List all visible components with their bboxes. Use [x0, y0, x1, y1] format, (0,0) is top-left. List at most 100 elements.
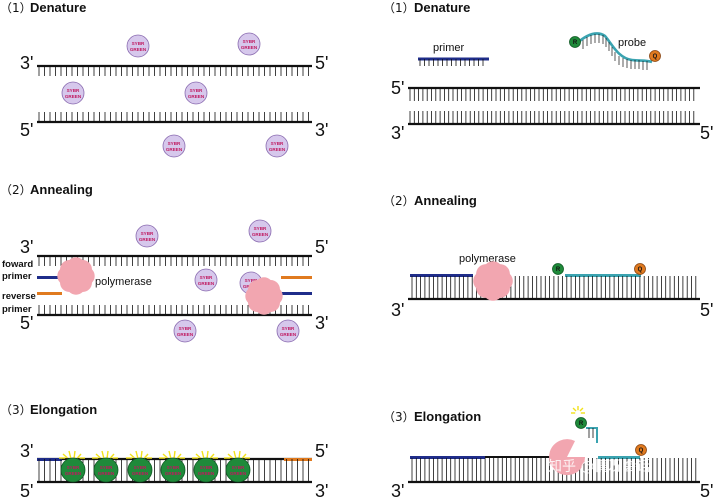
- left-annealing-number: （2）: [0, 183, 32, 197]
- right-a-5prime: 5': [700, 300, 713, 320]
- reporter-dye: R: [569, 36, 581, 48]
- right-a-3prime: 3': [391, 300, 404, 320]
- sybr-dye-circle: [61, 81, 85, 105]
- sybr-dye-label: SYBR: [67, 88, 80, 93]
- right-e-3prime: 3': [391, 481, 404, 501]
- right-primer-label: primer: [433, 42, 465, 54]
- right-annealing-number: （2）: [383, 194, 415, 208]
- sybr-dye-label: GREEN: [139, 237, 156, 242]
- dye-dot: [634, 263, 646, 275]
- left-a-top-5prime: 5': [315, 237, 328, 257]
- polymerase-core: [252, 284, 276, 308]
- released-reporter: R: [571, 406, 598, 443]
- sybr-dye-label: SYBR: [179, 326, 192, 331]
- dye-dot: [569, 36, 581, 48]
- left-d-bottom-3prime: 3': [315, 120, 328, 140]
- sybr-dye-circle: [162, 134, 186, 158]
- sybr-bound-label: GREEN: [165, 471, 182, 476]
- right-annealing-section: （2） Annealing polymerase R Q 3' 5': [383, 193, 713, 320]
- fluorescence-ray: [109, 453, 115, 459]
- sybr-dye-circle: [173, 319, 197, 343]
- sybr-dye-label: GREEN: [177, 332, 194, 337]
- right-annealing-title: Annealing: [414, 193, 477, 208]
- fluorescence-ray: [195, 453, 201, 459]
- sybr-dye-label: GREEN: [252, 232, 269, 237]
- sybr-dye-label: SYBR: [200, 275, 213, 280]
- sybr-dye-label: SYBR: [190, 88, 203, 93]
- right-d-top-strand: [408, 86, 700, 101]
- left-elongation-title: Elongation: [30, 402, 97, 417]
- right-denature-number: （1）: [383, 1, 415, 15]
- reverse-primer-annealed: [281, 276, 312, 279]
- sybr-dye-circle: [194, 268, 218, 292]
- dye-letter: Q: [653, 54, 658, 60]
- sybr-dye-label: GREEN: [198, 281, 215, 286]
- left-annealing-title: Annealing: [30, 182, 93, 197]
- sybr-dye-label: GREEN: [166, 147, 183, 152]
- sybr-dye-circle: [237, 32, 261, 56]
- remaining-probe: [598, 456, 640, 459]
- reporter-dye: R: [552, 263, 564, 275]
- dye-letter: R: [573, 40, 578, 46]
- sybr-dye-label: SYBR: [282, 326, 295, 331]
- right-denature-section: （1） Denature primer probe R Q 5' 3' 5': [383, 0, 713, 143]
- reverse-primer: [37, 292, 62, 295]
- fluorescence-ray: [73, 450, 76, 459]
- polymerase-blob: [473, 261, 513, 301]
- fluorescence-ray: [201, 450, 205, 459]
- right-d-bottom-strand: [408, 111, 700, 126]
- sybr-bound-label: SYBR: [232, 465, 245, 470]
- sybr-dye-label: GREEN: [130, 47, 147, 52]
- quencher-dye: Q: [649, 50, 661, 62]
- reverse-label: reverse: [2, 291, 36, 302]
- polymerase-cutting: [549, 439, 586, 476]
- polymerase-core: [64, 264, 88, 288]
- fluorescence-ray: [209, 453, 215, 459]
- dye-letter: R: [556, 267, 561, 273]
- fluorescence-ray: [68, 450, 72, 459]
- left-a-top-strand: [37, 254, 312, 266]
- probe-label: probe: [618, 37, 646, 49]
- dye-letter: Q: [638, 267, 643, 273]
- left-elongation-number: （3）: [0, 403, 32, 417]
- left-d-bottom-5prime: 5': [20, 120, 33, 140]
- watermark: 知乎 @情况会话: [548, 458, 650, 475]
- right-d-bottom-5prime: 5': [700, 123, 713, 143]
- sybr-bound-label: GREEN: [230, 471, 247, 476]
- dye-letter: R: [579, 421, 584, 427]
- free-probe: [575, 32, 653, 70]
- sybr-dye-label: SYBR: [168, 141, 181, 146]
- fluorescence-ray: [129, 453, 135, 459]
- sybr-bound-circle: [225, 457, 251, 483]
- reverse-primer-elong: [284, 458, 312, 461]
- sybr-dye-label: SYBR: [141, 231, 154, 236]
- fluorescence-ray: [241, 453, 247, 459]
- right-e-base-pairs: [411, 458, 697, 482]
- sybr-bound-label: GREEN: [65, 471, 82, 476]
- fluorescence-ray: [95, 453, 101, 459]
- right-elongation-title: Elongation: [414, 409, 481, 424]
- right-d-bottom-3prime: 3': [391, 123, 404, 143]
- forward-primer-annealed: [281, 292, 312, 295]
- forward-primer-elong: [37, 458, 62, 461]
- fluorescence-ray: [143, 453, 149, 459]
- dye-letter: Q: [639, 448, 644, 454]
- sybr-bound-circle: [93, 457, 119, 483]
- reverse-primer-label: primer: [2, 304, 32, 315]
- sybr-dye-label: SYBR: [243, 39, 256, 44]
- sybr-bound-label: SYBR: [134, 465, 147, 470]
- fluorescence-ray: [76, 453, 82, 459]
- fluorescence-ray: [140, 450, 143, 459]
- fluorescence-ray: [135, 450, 139, 459]
- left-d-bottom-strand: [37, 112, 312, 124]
